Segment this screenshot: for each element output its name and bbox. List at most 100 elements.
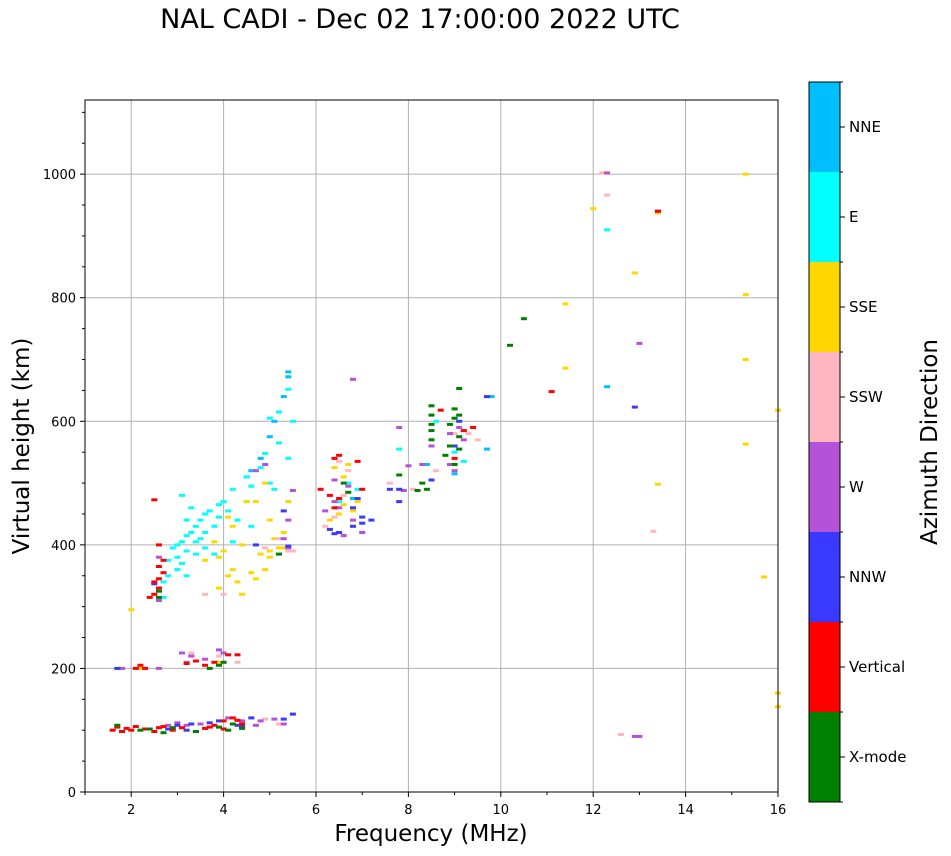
data-point bbox=[419, 481, 426, 485]
data-point bbox=[386, 487, 393, 491]
data-point bbox=[239, 722, 246, 726]
data-point bbox=[447, 444, 453, 448]
data-point bbox=[252, 723, 259, 727]
y-tick-label: 1000 bbox=[43, 168, 76, 183]
data-point bbox=[119, 666, 125, 670]
data-point bbox=[155, 589, 162, 593]
data-point bbox=[396, 500, 403, 504]
colorbar-frame bbox=[808, 81, 841, 803]
data-point bbox=[280, 531, 287, 534]
data-point bbox=[183, 534, 190, 538]
data-point bbox=[604, 171, 611, 175]
data-point bbox=[257, 466, 264, 470]
x-tick-label: 14 bbox=[677, 803, 694, 818]
data-point bbox=[192, 659, 199, 663]
data-point bbox=[340, 534, 347, 538]
data-point bbox=[179, 651, 185, 655]
data-point bbox=[183, 549, 190, 553]
data-point bbox=[428, 404, 435, 408]
data-point bbox=[354, 497, 361, 500]
data-point bbox=[266, 416, 273, 420]
data-point bbox=[257, 552, 264, 556]
y-tick-label: 400 bbox=[51, 539, 76, 554]
data-point bbox=[276, 552, 282, 556]
data-point bbox=[414, 489, 421, 492]
data-point bbox=[636, 341, 643, 345]
data-point bbox=[142, 666, 149, 670]
data-point bbox=[368, 518, 375, 522]
data-point bbox=[276, 410, 282, 414]
data-point bbox=[151, 498, 158, 502]
data-point bbox=[160, 725, 167, 728]
data-point bbox=[447, 463, 453, 466]
data-point bbox=[285, 375, 292, 379]
data-point bbox=[354, 459, 361, 463]
data-point bbox=[146, 727, 153, 731]
data-point bbox=[423, 487, 430, 491]
data-point bbox=[488, 395, 495, 399]
data-point bbox=[243, 500, 250, 504]
data-points bbox=[109, 171, 781, 738]
data-point bbox=[183, 662, 190, 665]
data-point bbox=[137, 728, 144, 732]
data-point bbox=[155, 577, 162, 581]
data-point bbox=[428, 478, 435, 482]
data-point bbox=[202, 558, 209, 562]
data-point bbox=[451, 407, 458, 411]
data-point bbox=[174, 543, 181, 547]
data-point bbox=[465, 432, 472, 436]
data-point bbox=[423, 463, 430, 466]
data-point bbox=[617, 733, 624, 736]
data-point bbox=[239, 725, 246, 728]
data-point bbox=[109, 728, 116, 732]
colorbar-label-item: X-mode bbox=[849, 748, 906, 766]
y-tick-label: 200 bbox=[51, 662, 76, 677]
series-nnw bbox=[114, 395, 638, 732]
data-point bbox=[562, 366, 569, 370]
data-point bbox=[229, 568, 236, 572]
data-point bbox=[179, 493, 185, 497]
colorbar-swatch bbox=[809, 352, 840, 442]
data-point bbox=[174, 721, 181, 725]
data-point bbox=[165, 574, 172, 578]
data-point bbox=[220, 549, 227, 553]
data-point bbox=[289, 712, 296, 716]
data-point bbox=[239, 726, 246, 730]
data-point bbox=[359, 521, 366, 525]
data-point bbox=[460, 459, 467, 463]
data-point bbox=[234, 723, 241, 727]
data-point bbox=[336, 453, 343, 457]
data-point bbox=[336, 500, 343, 504]
data-point bbox=[280, 717, 287, 721]
colorbar-swatch bbox=[809, 82, 840, 172]
data-point bbox=[188, 506, 195, 510]
data-point bbox=[350, 524, 356, 528]
data-point bbox=[165, 727, 172, 731]
data-point bbox=[179, 726, 185, 730]
data-point bbox=[742, 172, 749, 176]
data-point bbox=[326, 527, 333, 531]
series-ssw bbox=[188, 171, 657, 736]
data-point bbox=[359, 487, 366, 491]
data-point bbox=[442, 453, 449, 457]
data-point bbox=[396, 426, 403, 429]
data-point bbox=[225, 515, 232, 519]
data-point bbox=[460, 438, 467, 442]
data-point bbox=[271, 419, 278, 423]
data-point bbox=[359, 515, 366, 519]
data-point bbox=[155, 543, 162, 547]
data-point bbox=[447, 432, 453, 436]
data-point bbox=[331, 532, 338, 536]
data-point bbox=[243, 475, 250, 479]
data-point bbox=[216, 663, 222, 667]
data-point bbox=[340, 475, 347, 479]
data-point bbox=[326, 518, 333, 522]
data-point bbox=[262, 481, 269, 485]
data-point bbox=[331, 478, 338, 482]
data-point bbox=[155, 726, 162, 730]
data-point bbox=[188, 654, 195, 658]
data-point bbox=[188, 531, 195, 534]
chart-title: NAL CADI - Dec 02 17:00:00 2022 UTC bbox=[160, 4, 680, 35]
data-point bbox=[183, 728, 190, 732]
data-point bbox=[280, 546, 287, 550]
